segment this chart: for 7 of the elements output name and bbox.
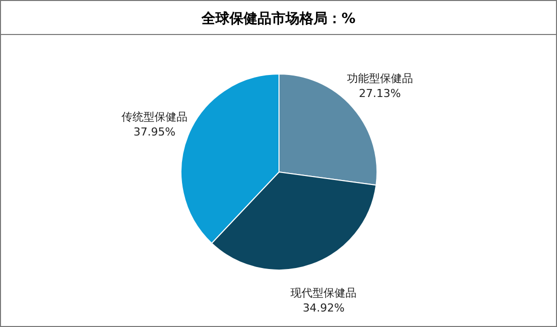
- data-label: 27.13%: [358, 86, 401, 100]
- slice-label: 现代型保健品: [290, 286, 357, 300]
- data-label: 37.95%: [134, 125, 176, 138]
- slice-label: 传统型保健品: [121, 110, 188, 124]
- slice-label: 功能型保健品: [346, 72, 413, 85]
- chart-title: 全球保健品市场格局：%: [200, 10, 356, 27]
- data-label: 34.92%: [302, 301, 345, 314]
